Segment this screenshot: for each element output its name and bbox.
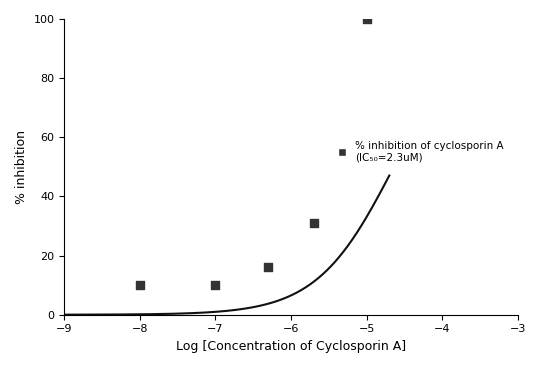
Point	[136, 282, 144, 288]
Y-axis label: % inhibition: % inhibition	[15, 130, 28, 204]
Point	[362, 16, 371, 22]
Point	[264, 265, 273, 270]
X-axis label: Log [Concentration of Cyclosporin A]: Log [Concentration of Cyclosporin A]	[176, 340, 406, 353]
Point	[211, 282, 220, 288]
Legend: % inhibition of cyclosporin A
(IC₅₀=2.3uM): % inhibition of cyclosporin A (IC₅₀=2.3u…	[327, 137, 508, 166]
Point	[309, 220, 318, 226]
